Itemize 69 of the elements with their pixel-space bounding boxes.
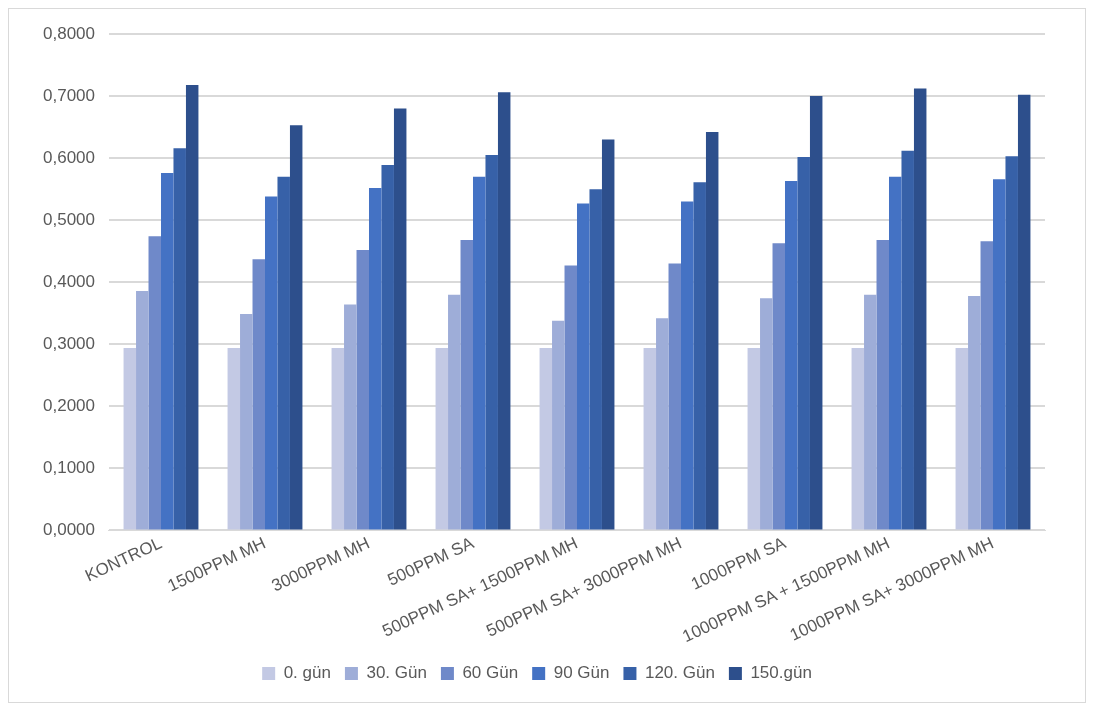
bar bbox=[473, 176, 486, 530]
bar bbox=[344, 304, 357, 530]
bar bbox=[435, 348, 449, 530]
bar bbox=[913, 88, 927, 530]
bar bbox=[539, 348, 553, 530]
bar bbox=[668, 263, 681, 530]
bar bbox=[265, 196, 278, 530]
bar bbox=[797, 156, 810, 530]
y-tick-label: 0,8000 bbox=[43, 23, 95, 43]
y-tick-label: 0,6000 bbox=[43, 147, 95, 167]
bar bbox=[356, 249, 369, 530]
bar bbox=[681, 201, 694, 530]
bar bbox=[448, 294, 461, 530]
bar bbox=[497, 92, 511, 530]
bar bbox=[809, 96, 823, 530]
bar bbox=[123, 348, 137, 530]
bar bbox=[173, 148, 186, 530]
legend-label: 30. Gün bbox=[366, 663, 427, 683]
bar bbox=[772, 243, 785, 530]
bar bbox=[460, 240, 473, 530]
y-tick-label: 0,4000 bbox=[43, 271, 95, 291]
legend-label: 120. Gün bbox=[644, 663, 715, 683]
bar bbox=[705, 132, 719, 530]
legend-label: 0. gün bbox=[283, 663, 331, 683]
bar bbox=[277, 176, 290, 530]
bar bbox=[136, 290, 149, 530]
bar bbox=[552, 320, 565, 530]
bar bbox=[381, 164, 394, 530]
y-tick-label: 0,2000 bbox=[43, 396, 95, 416]
bar bbox=[876, 240, 889, 530]
bar bbox=[1017, 94, 1031, 530]
bar bbox=[227, 348, 241, 530]
bar bbox=[485, 155, 498, 530]
bar bbox=[252, 259, 265, 530]
bar bbox=[393, 108, 407, 530]
bar bbox=[589, 189, 602, 530]
bar bbox=[331, 348, 345, 530]
legend-label: 90 Gün bbox=[553, 663, 610, 683]
y-tick-label: 0,0000 bbox=[43, 520, 95, 540]
bar bbox=[656, 318, 669, 530]
bar bbox=[760, 298, 773, 530]
bar bbox=[161, 173, 174, 530]
bar bbox=[577, 203, 590, 530]
y-tick-label: 0,7000 bbox=[43, 85, 95, 105]
bar bbox=[601, 139, 615, 530]
bar bbox=[980, 241, 993, 530]
y-tick-label: 0,3000 bbox=[43, 333, 95, 353]
bar bbox=[564, 265, 577, 530]
bar bbox=[240, 313, 253, 530]
bar bbox=[289, 125, 303, 530]
bar bbox=[693, 182, 706, 530]
legend-label: 150.gün bbox=[750, 663, 812, 683]
bar bbox=[785, 181, 798, 530]
bar bbox=[864, 294, 877, 530]
bar bbox=[968, 295, 981, 530]
bar bbox=[369, 187, 382, 530]
bar bbox=[747, 348, 761, 530]
legend-label: 60 Gün bbox=[462, 663, 519, 683]
bar bbox=[1005, 156, 1018, 530]
bar bbox=[993, 179, 1006, 530]
bar bbox=[148, 236, 161, 530]
y-tick-label: 0,5000 bbox=[43, 209, 95, 229]
bar bbox=[955, 348, 969, 530]
bar bbox=[889, 176, 902, 530]
bar bbox=[185, 84, 199, 530]
bar bbox=[851, 348, 865, 530]
bar bbox=[643, 348, 657, 530]
y-tick-label: 0,1000 bbox=[43, 458, 95, 478]
bar bbox=[901, 150, 914, 530]
